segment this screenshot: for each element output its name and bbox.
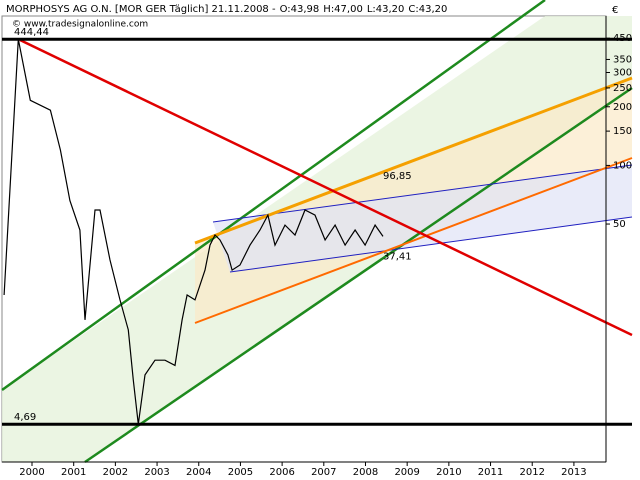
x-tick-label: 2004 [186,467,211,478]
x-tick-label: 2008 [353,467,378,478]
x-tick-label: 2007 [311,467,336,478]
x-tick-label: 2002 [103,467,128,478]
orange-trend-line [194,157,633,324]
y-tick-label: 100 [613,160,632,171]
chart-title: MORPHOSYS AG O.N. [MOR GER Täglich] 21.1… [6,4,276,15]
x-tick-label: 2013 [561,467,586,478]
level-label: 4,69 [14,412,36,423]
y-tick-label: 50 [613,219,626,230]
blue-channel-fill [213,165,632,272]
annotation: 96,85 [383,171,412,182]
y-tick-label: 150 [613,126,632,137]
quote-value: C:43,20 [408,4,447,15]
annotation: 37,41 [383,252,412,263]
y-tick-label: 250 [613,83,632,94]
watermark: © www.tradesignalonline.com [12,20,148,30]
quote-value: O:43,98 [280,4,320,15]
y-tick-label: 200 [613,102,632,113]
green-trend-line [84,86,633,464]
x-tick-label: 2010 [436,467,461,478]
x-tick-label: 2000 [19,467,44,478]
level-label: 444,44 [14,27,49,38]
y-tick-label: 300 [613,67,632,78]
red-trend-line [19,38,633,337]
quote-value: L:43,20 [367,4,405,15]
x-tick-label: 2011 [478,467,503,478]
x-tick-label: 2012 [519,467,544,478]
x-tick-label: 2003 [144,467,169,478]
y-tick-label: 350 [613,54,632,65]
green-trend-line [1,0,546,392]
quote-value: H:47,00 [323,4,363,15]
currency: € [612,5,618,16]
x-tick-label: 2001 [61,467,86,478]
x-tick-label: 2009 [394,467,419,478]
blue-trend-line [229,216,633,273]
blue-trend-line [212,164,633,223]
drawing-tools [1,0,633,464]
x-tick-label: 2006 [269,467,294,478]
price-line [3,39,384,425]
x-tick-label: 2005 [228,467,253,478]
